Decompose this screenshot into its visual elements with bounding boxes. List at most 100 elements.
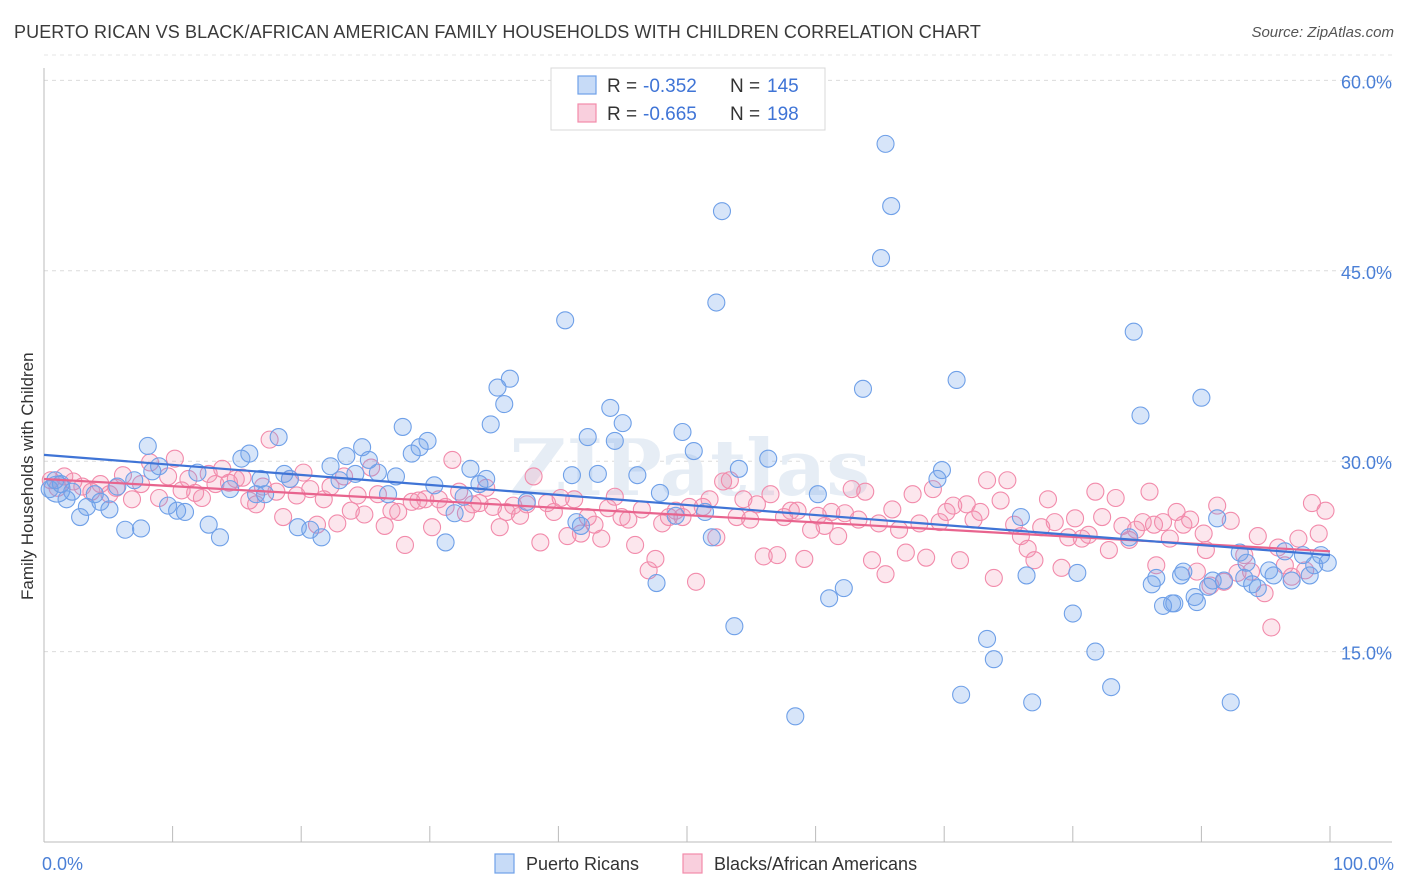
puerto-ricans-point-95: [984, 650, 1003, 669]
puerto-ricans-point-65: [588, 464, 607, 483]
puerto-ricans-point-105: [1131, 406, 1150, 425]
puerto-ricans-point-20: [188, 463, 207, 482]
black-african-americans-point-104: [768, 546, 787, 565]
puerto-ricans-point-large: [43, 475, 71, 503]
puerto-ricans-point-28: [256, 485, 275, 504]
black-african-americans-point-7: [100, 485, 119, 504]
black-african-americans-point-48: [389, 502, 408, 522]
black-african-americans-point-123: [896, 543, 915, 562]
puerto-ricans-point-97: [1017, 566, 1036, 585]
puerto-ricans-point-50: [445, 504, 464, 523]
puerto-ricans-point-10: [108, 477, 127, 496]
black-african-americans-point-75: [571, 524, 591, 543]
black-african-americans-point-69: [531, 533, 550, 552]
puerto-ricans-point-66: [601, 398, 620, 417]
black-african-americans-point-181: [1289, 529, 1308, 548]
black-african-americans-point-142: [1025, 551, 1044, 570]
black-african-americans-point-92: [686, 572, 706, 591]
black-african-americans-point-102: [754, 547, 773, 566]
black-african-americans-point-108: [795, 549, 814, 568]
puerto-ricans-point-78: [712, 202, 732, 221]
black-african-americans-point-153: [1099, 541, 1118, 560]
puerto-ricans-point-56: [488, 378, 507, 397]
black-african-americans-point-135: [978, 471, 997, 490]
puerto-ricans-point-11: [116, 520, 135, 539]
stats-r-value-2: -0.665: [643, 104, 697, 125]
puerto-ricans-point-37: [337, 447, 356, 466]
black-african-americans-point-165: [1181, 510, 1200, 529]
puerto-ricans-point-112: [1174, 562, 1193, 581]
x-tick-labels: 0.0% 100.0%: [42, 854, 1394, 874]
puerto-ricans-point-110: [1165, 594, 1184, 613]
source-label: Source: ZipAtlas.com: [1251, 24, 1394, 41]
stats-n-label-2: N =: [730, 104, 760, 125]
puerto-ricans-point-9: [100, 500, 119, 519]
black-african-americans-point-95: [707, 528, 726, 547]
puerto-ricans-point-85: [834, 579, 853, 598]
puerto-ricans-point-100: [1063, 604, 1082, 623]
puerto-ricans-point-134: [1318, 553, 1337, 572]
puerto-ricans-point-89: [882, 197, 901, 216]
puerto-ricans-point-80: [729, 459, 748, 478]
black-african-americans-point-157: [1126, 520, 1146, 539]
black-african-americans-point-39: [328, 514, 347, 533]
black-african-americans-point-83: [626, 535, 645, 555]
puerto-ricans-point-99: [1068, 563, 1087, 582]
y-tick-label-2: 45.0%: [1341, 263, 1392, 283]
black-african-americans-point-68: [524, 467, 543, 486]
black-african-americans-point-141: [1018, 539, 1037, 558]
black-african-americans-point-146: [1052, 558, 1071, 577]
legend-swatch-black-african-americans: [682, 853, 703, 874]
black-african-americans-point-84: [632, 500, 651, 519]
black-african-americans-point-183: [1302, 494, 1322, 513]
puerto-ricans-point-114: [1192, 388, 1211, 407]
puerto-ricans-point-0: [40, 480, 59, 499]
black-african-americans-point-132: [957, 495, 976, 514]
puerto-ricans-point-79: [725, 617, 744, 636]
puerto-ricans-point-98: [1023, 693, 1042, 712]
puerto-ricans-point-19: [175, 502, 195, 522]
black-african-americans-point-117: [856, 482, 875, 501]
black-african-americans-point-90: [673, 508, 692, 527]
puerto-ricans-point-59: [517, 492, 536, 511]
black-african-americans-point-137: [991, 491, 1010, 510]
y-tick-label-1: 30.0%: [1341, 453, 1392, 473]
black-african-americans-point-144: [1038, 490, 1058, 509]
puerto-ricans-point-13: [131, 519, 151, 538]
black-african-americans-point-96: [714, 472, 733, 491]
puerto-ricans-point-92: [947, 370, 966, 390]
black-african-americans-point-113: [829, 527, 848, 546]
puerto-ricans-point-14: [138, 436, 157, 456]
black-african-americans-point-62: [483, 497, 503, 516]
black-african-americans-point-124: [903, 485, 922, 504]
black-african-americans-point-138: [998, 471, 1017, 490]
puerto-ricans-point-40: [359, 450, 378, 469]
black-african-americans-point-175: [1248, 527, 1267, 546]
trend-lines: [43, 453, 1331, 557]
black-african-americans-point-49: [395, 535, 415, 555]
black-african-americans-point-162: [1160, 529, 1179, 548]
black-african-americans-point-13: [150, 488, 169, 508]
puerto-ricans-point-29: [269, 428, 288, 447]
black-african-americans-point-46: [375, 516, 394, 535]
puerto-ricans-point-52: [461, 459, 480, 478]
puerto-ricans-point-96: [1011, 508, 1030, 527]
black-african-americans-point-158: [1133, 513, 1152, 532]
black-african-americans-point-103: [761, 485, 780, 504]
puerto-ricans-point-84: [820, 589, 839, 608]
black-african-americans-point-15: [165, 449, 184, 468]
chart-title: PUERTO RICAN VS BLACK/AFRICAN AMERICAN F…: [14, 22, 981, 42]
black-african-americans-point-54: [429, 490, 448, 509]
puerto-ricans-point-131: [1300, 566, 1319, 585]
black-african-americans-point-154: [1106, 488, 1125, 508]
black-african-americans-point-19: [192, 488, 211, 508]
black-african-americans-point-169: [1208, 496, 1227, 515]
stats-r-label-2: R =: [607, 104, 637, 125]
grid-lines: [44, 54, 1392, 653]
black-african-americans-point-50: [402, 492, 421, 511]
puerto-ricans-point-49: [436, 533, 455, 552]
black-african-americans-point-184: [1309, 524, 1328, 543]
puerto-ricans-point-58: [500, 369, 519, 388]
puerto-ricans-point-68: [613, 414, 632, 433]
puerto-ricans-point-61: [562, 466, 581, 485]
